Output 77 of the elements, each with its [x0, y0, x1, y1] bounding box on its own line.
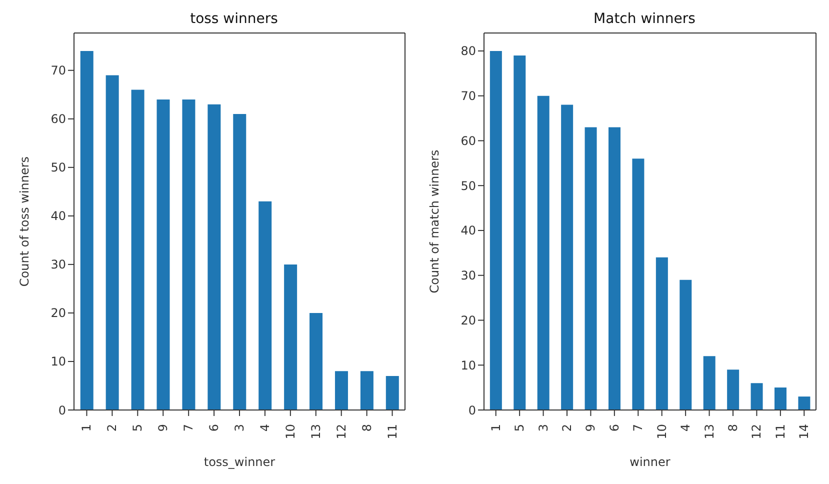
x-tick-label: 2: [560, 424, 574, 432]
x-tick-label: 5: [512, 424, 527, 432]
bar: [284, 264, 298, 410]
x-tick-label: 3: [536, 424, 550, 432]
bar: [360, 371, 374, 410]
x-tick-label: 8: [726, 424, 740, 432]
x-tick-label: 13: [702, 424, 716, 440]
y-tick-label: 0: [468, 403, 476, 418]
bar: [703, 356, 716, 410]
y-tick-label: 10: [460, 358, 476, 372]
x-tick-label: 1: [80, 424, 94, 432]
x-tick-label: 1: [488, 424, 503, 432]
x-tick-label: 12: [750, 424, 764, 440]
bar: [131, 90, 144, 410]
chart-title: toss winners: [189, 10, 279, 29]
bar: [310, 312, 323, 410]
x-tick-label: 5: [130, 424, 145, 432]
x-tick-label: 14: [797, 424, 812, 440]
bar: [656, 257, 668, 410]
bar: [750, 383, 763, 410]
y-tick-label: 80: [460, 44, 476, 58]
y-tick-label: 60: [460, 134, 476, 148]
bar: [798, 396, 810, 410]
bar: [258, 201, 272, 410]
y-tick-label: 70: [50, 64, 66, 78]
chart-title: Match winners: [592, 10, 696, 29]
y-tick-label: 10: [50, 354, 66, 369]
bar: [561, 104, 574, 410]
bar: [182, 99, 196, 410]
y-axis-title: Count of match winners: [427, 150, 442, 294]
y-tick-label: 20: [460, 314, 476, 328]
bar: [386, 376, 399, 410]
x-tick-label: 7: [182, 424, 196, 432]
y-tick-label: 30: [50, 258, 66, 272]
bar: [727, 370, 740, 410]
bar: [208, 104, 221, 410]
x-tick-label: 4: [678, 424, 693, 432]
bar: [490, 50, 502, 410]
x-tick-label: 8: [360, 424, 374, 432]
x-tick-label: 7: [631, 424, 646, 432]
bar: [774, 388, 786, 410]
y-tick-label: 0: [58, 403, 66, 418]
y-tick-label: 40: [50, 209, 66, 224]
x-tick-label: 13: [308, 424, 323, 440]
x-tick-label: 11: [385, 424, 400, 440]
y-tick-label: 60: [50, 112, 66, 126]
bar: [514, 55, 526, 410]
y-tick-label: 20: [50, 306, 66, 320]
x-tick-label: 9: [584, 424, 598, 432]
bar: [632, 158, 644, 410]
bar: [608, 127, 620, 410]
x-tick-label: 2: [105, 424, 120, 432]
bar: [537, 96, 550, 410]
bar: [680, 280, 692, 410]
bar: [80, 50, 94, 410]
bar: [156, 99, 170, 410]
y-tick-label: 30: [460, 268, 476, 283]
y-tick-label: 50: [460, 178, 476, 193]
y-axis-title: Count of toss winners: [17, 156, 32, 287]
x-tick-label: 11: [773, 424, 788, 440]
x-axis-title: toss_winner: [204, 455, 276, 469]
x-tick-label: 3: [232, 424, 246, 432]
bar: [233, 114, 246, 410]
x-tick-label: 6: [207, 424, 222, 432]
bar: [584, 127, 597, 410]
bar: [334, 371, 348, 410]
x-tick-label: 12: [334, 424, 348, 440]
bar: [106, 75, 119, 410]
y-tick-label: 70: [460, 89, 476, 104]
y-tick-label: 50: [50, 160, 66, 175]
x-tick-label: 10: [654, 424, 669, 440]
x-tick-label: 6: [607, 424, 622, 432]
x-tick-label: 9: [156, 424, 170, 432]
x-tick-label: 4: [258, 424, 272, 432]
x-axis-title: winner: [630, 455, 670, 469]
y-tick-label: 40: [460, 224, 476, 238]
x-tick-label: 10: [283, 424, 298, 440]
